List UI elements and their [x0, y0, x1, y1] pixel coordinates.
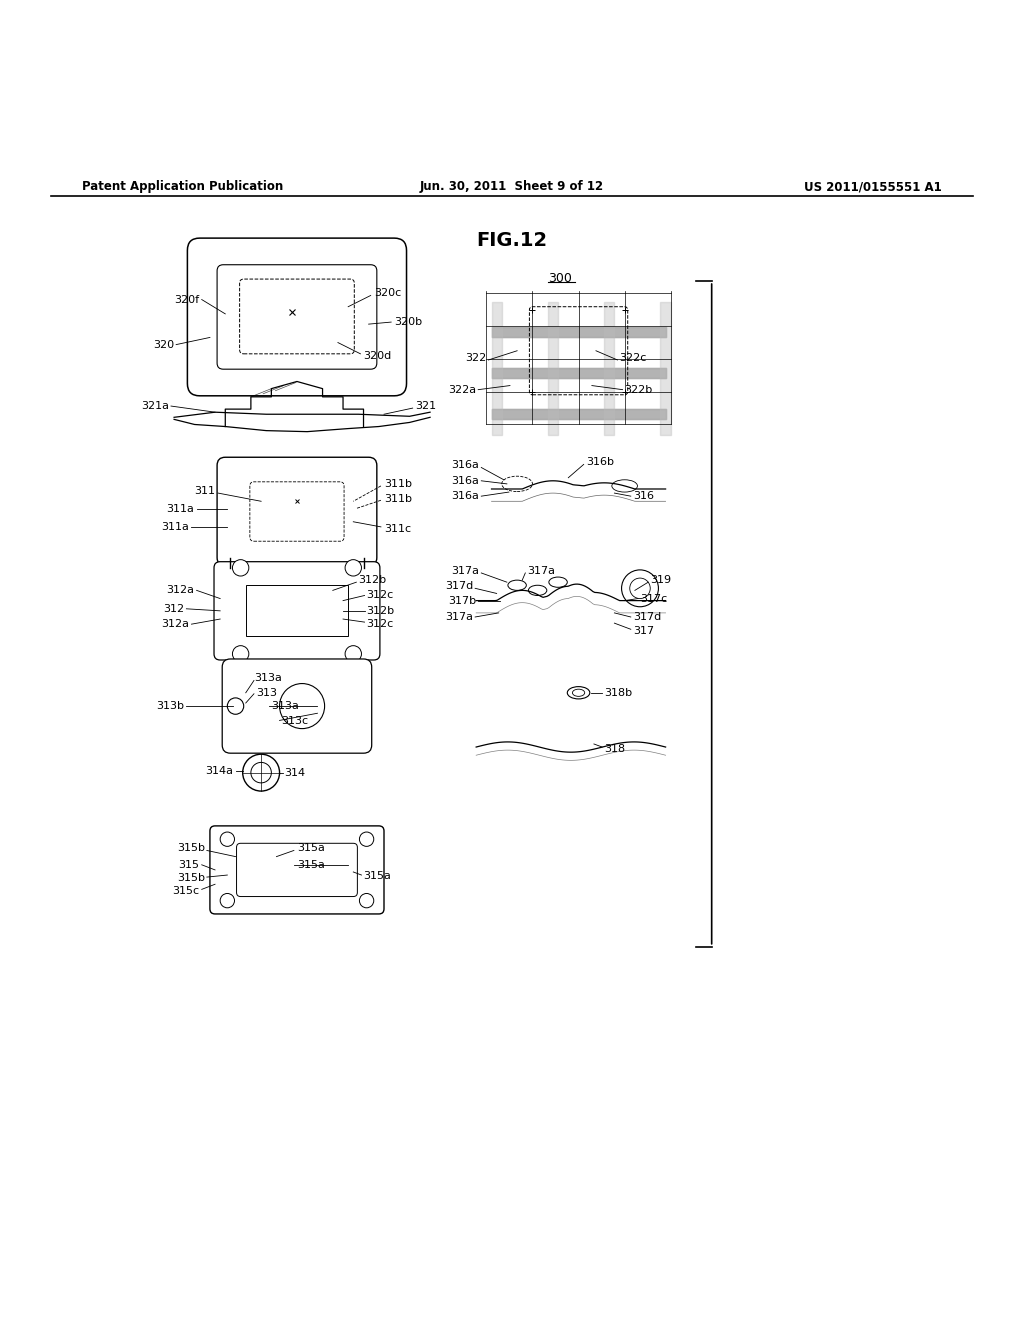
Ellipse shape [572, 689, 585, 697]
Text: 317: 317 [633, 626, 654, 636]
FancyBboxPatch shape [187, 238, 407, 396]
Ellipse shape [549, 577, 567, 587]
FancyBboxPatch shape [217, 265, 377, 370]
Text: Jun. 30, 2011  Sheet 9 of 12: Jun. 30, 2011 Sheet 9 of 12 [420, 181, 604, 194]
Text: 313: 313 [256, 688, 278, 698]
Text: 318b: 318b [604, 688, 632, 698]
Text: 311b: 311b [384, 479, 412, 488]
Circle shape [630, 578, 650, 598]
Circle shape [359, 832, 374, 846]
Text: 315b: 315b [177, 843, 205, 854]
Text: 322a: 322a [449, 384, 476, 395]
Text: 317a: 317a [445, 612, 473, 622]
Text: 311a: 311a [167, 504, 195, 515]
Text: 300: 300 [548, 272, 571, 285]
Text: FIG.12: FIG.12 [476, 231, 548, 249]
Text: 314a: 314a [206, 766, 233, 776]
Text: 312b: 312b [367, 606, 394, 616]
Circle shape [232, 645, 249, 663]
Text: 311: 311 [194, 486, 215, 496]
Text: Patent Application Publication: Patent Application Publication [82, 181, 284, 194]
Text: 321a: 321a [141, 401, 169, 411]
Text: US 2011/0155551 A1: US 2011/0155551 A1 [804, 181, 942, 194]
Text: 312c: 312c [367, 590, 394, 601]
Circle shape [251, 763, 271, 783]
Text: 320f: 320f [174, 294, 200, 305]
Text: 315a: 315a [364, 871, 391, 880]
Circle shape [227, 698, 244, 714]
FancyBboxPatch shape [210, 826, 384, 913]
Text: 312c: 312c [367, 619, 394, 630]
Text: 321: 321 [415, 401, 436, 411]
Text: 317c: 317c [640, 594, 668, 603]
Text: 315a: 315a [297, 859, 325, 870]
FancyBboxPatch shape [222, 659, 372, 754]
Polygon shape [246, 585, 348, 636]
Text: 317d: 317d [633, 612, 662, 622]
FancyBboxPatch shape [240, 279, 354, 354]
Circle shape [622, 570, 658, 607]
Text: 314: 314 [285, 768, 306, 777]
Text: 315: 315 [178, 859, 200, 870]
Text: 320b: 320b [394, 317, 422, 327]
Ellipse shape [528, 585, 547, 595]
Text: 317d: 317d [444, 581, 473, 591]
Text: 322c: 322c [620, 352, 647, 363]
Circle shape [280, 684, 325, 729]
Text: 316a: 316a [452, 461, 479, 470]
Text: 322: 322 [465, 352, 486, 363]
Text: 317a: 317a [452, 566, 479, 576]
Text: 320: 320 [153, 339, 174, 350]
Text: 316a: 316a [452, 475, 479, 486]
Circle shape [345, 645, 361, 663]
Text: 313b: 313b [157, 701, 184, 711]
Text: 319: 319 [650, 576, 672, 585]
Text: 315a: 315a [297, 843, 325, 854]
FancyBboxPatch shape [217, 457, 377, 566]
Circle shape [359, 894, 374, 908]
Ellipse shape [508, 579, 526, 590]
Text: 312b: 312b [358, 576, 386, 585]
Text: 316: 316 [633, 491, 654, 502]
Circle shape [243, 754, 280, 791]
Circle shape [220, 832, 234, 846]
Text: 320c: 320c [374, 288, 401, 298]
Text: 315b: 315b [177, 873, 205, 883]
Text: 317b: 317b [449, 595, 476, 606]
FancyBboxPatch shape [214, 562, 380, 660]
Circle shape [220, 894, 234, 908]
Text: 312a: 312a [167, 585, 195, 595]
Text: 322b: 322b [625, 384, 653, 395]
Text: 315c: 315c [173, 887, 200, 896]
Text: 313c: 313c [282, 717, 308, 726]
Text: 318: 318 [604, 744, 626, 754]
Text: 316a: 316a [452, 491, 479, 502]
Ellipse shape [567, 686, 590, 698]
Circle shape [345, 560, 361, 576]
Text: 320d: 320d [364, 351, 392, 360]
Text: 311a: 311a [162, 521, 189, 532]
Text: 313a: 313a [254, 673, 282, 684]
Text: 316b: 316b [586, 457, 613, 467]
Text: 317a: 317a [527, 566, 555, 576]
Text: 311b: 311b [384, 494, 412, 504]
Text: 312: 312 [163, 603, 184, 614]
Text: 313a: 313a [271, 701, 299, 711]
Circle shape [232, 560, 249, 576]
Text: 312a: 312a [162, 619, 189, 630]
Text: 311c: 311c [384, 524, 411, 533]
